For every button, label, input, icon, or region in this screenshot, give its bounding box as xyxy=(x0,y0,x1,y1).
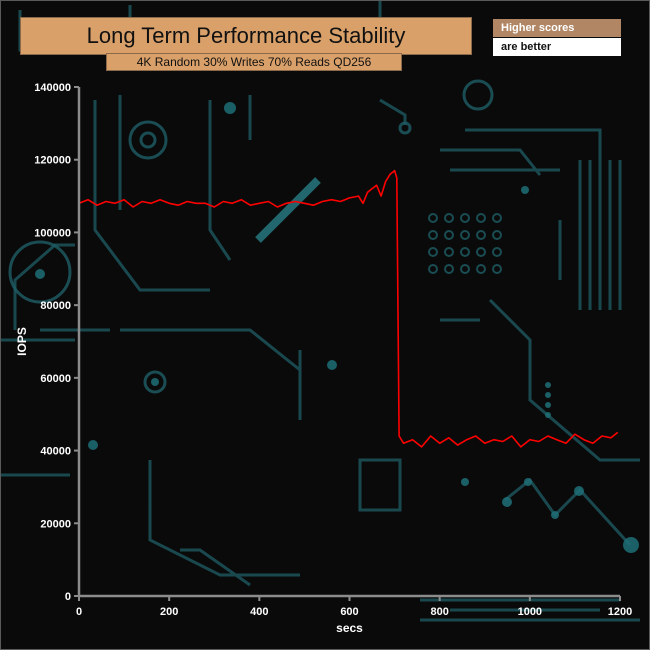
y-axis-label: IOPS xyxy=(15,327,29,356)
y-tick-label-3: 60000 xyxy=(40,373,71,385)
x-tick-label-3: 600 xyxy=(340,606,358,618)
x-tick-label-6: 1200 xyxy=(608,606,632,618)
y-tick-label-4: 80000 xyxy=(40,300,71,312)
legend-text-are-better: are better xyxy=(501,41,552,53)
x-tick-label-2: 400 xyxy=(250,606,268,618)
x-tick-label-1: 200 xyxy=(160,606,178,618)
y-tick-label-2: 40000 xyxy=(40,446,71,458)
legend-note-top: Higher scores xyxy=(493,19,621,37)
x-tick-label-5: 1000 xyxy=(518,606,542,618)
y-tick-label-0: 0 xyxy=(65,591,71,603)
chart-title: Long Term Performance Stability xyxy=(86,23,406,48)
y-tick-label-6: 120000 xyxy=(34,155,71,167)
chart-subtitle: 4K Random 30% Writes 70% Reads QD256 xyxy=(136,55,372,69)
title-box: Long Term Performance Stability xyxy=(20,17,472,55)
legend-text-higher-scores: Higher scores xyxy=(501,22,575,34)
subtitle-box: 4K Random 30% Writes 70% Reads QD256 xyxy=(106,53,402,71)
legend-note-bottom: are better xyxy=(493,38,621,56)
x-axis-label: secs xyxy=(336,621,363,635)
series-line-0 xyxy=(78,169,619,448)
y-tick-label-1: 20000 xyxy=(40,518,71,530)
y-tick-label-5: 100000 xyxy=(34,227,71,239)
x-tick-label-4: 800 xyxy=(430,606,448,618)
y-tick-label-7: 140000 xyxy=(34,82,71,94)
x-tick-label-0: 0 xyxy=(76,606,82,618)
